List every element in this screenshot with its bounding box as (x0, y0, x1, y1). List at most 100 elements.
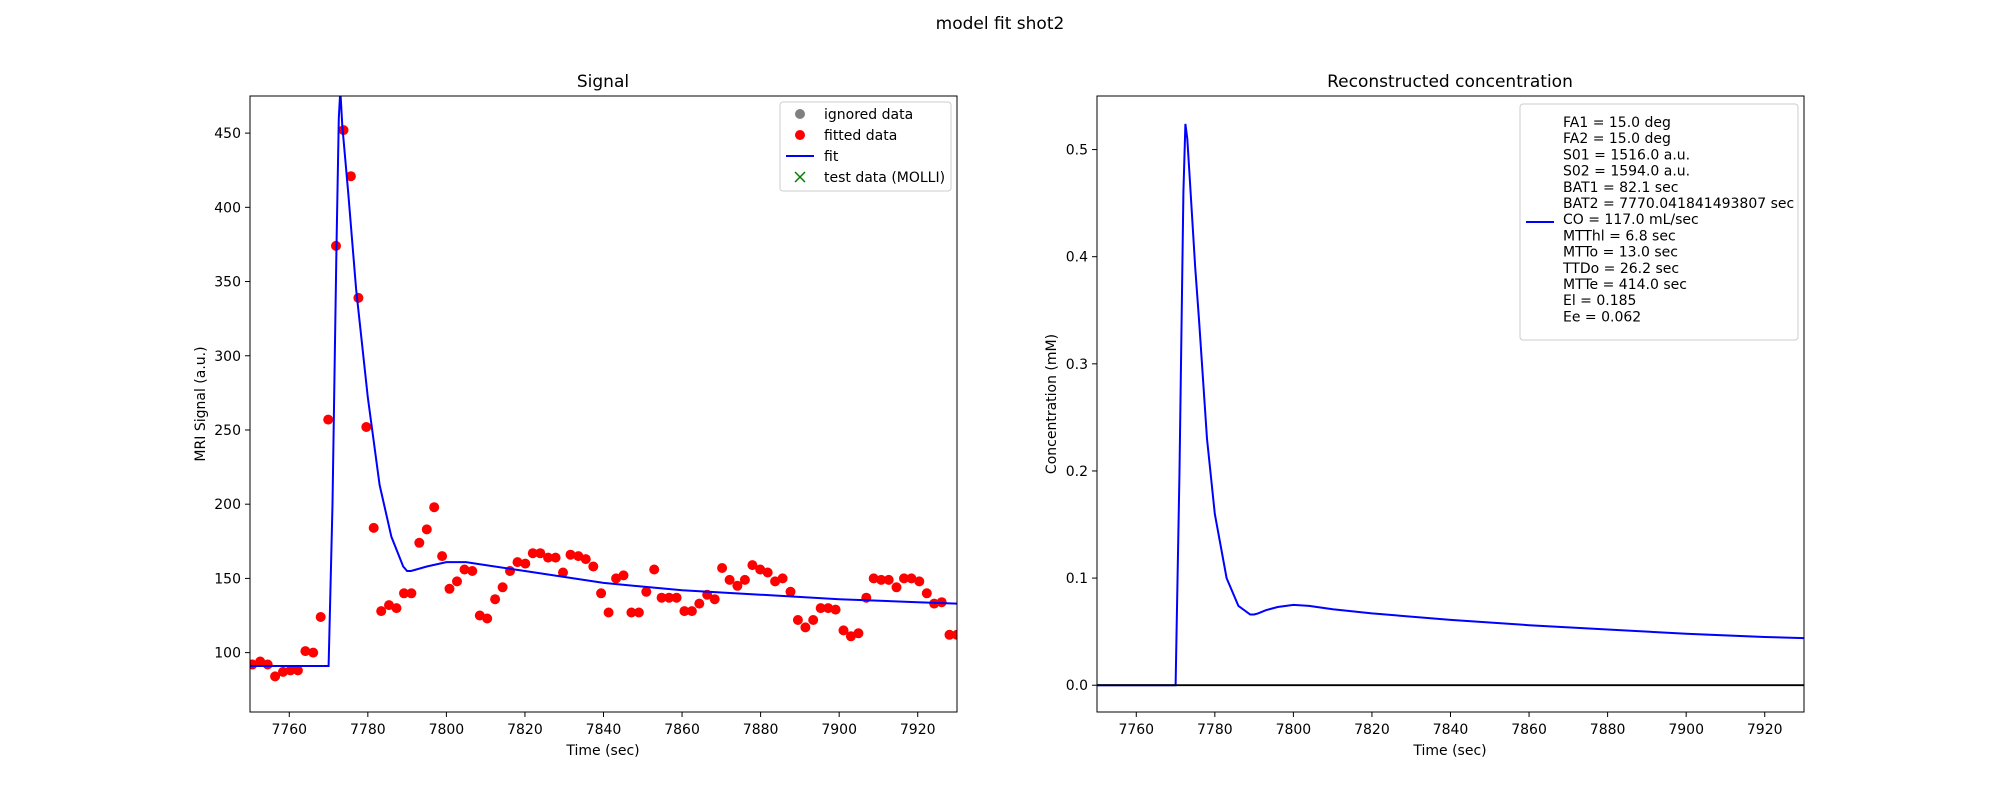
x-tick-label: 7760 (1118, 722, 1154, 738)
data-point (429, 502, 440, 513)
data-point (588, 561, 599, 572)
data-point (921, 588, 932, 599)
y-tick-label: 0.2 (1066, 464, 1088, 480)
data-point (596, 588, 607, 599)
concentration-legend-box (1519, 103, 1799, 341)
legend-parameter-line: CO = 117.0 mL/sec (1563, 212, 1699, 228)
signal-legend-box (779, 101, 952, 192)
data-point (361, 422, 372, 432)
data-point (444, 583, 455, 594)
legend-marker (795, 109, 805, 119)
data-point (467, 566, 478, 576)
legend-parameter-line: S02 = 1594.0 a.u. (1563, 164, 1690, 180)
data-point (315, 612, 326, 622)
data-point (830, 604, 841, 615)
figure-suptitle: model fit shot2 (936, 14, 1065, 34)
concentration-axes: Reconstructed concentration 0.0 0.1 0.2 0.3… (1044, 72, 1805, 759)
data-point (944, 629, 955, 640)
data-point (755, 564, 766, 575)
signal-y-label: MRI Signal (a.u.) (193, 346, 209, 461)
legend-label: ignored data (824, 107, 913, 123)
concentration-x-label: Time (sec) (1412, 743, 1486, 759)
legend-parameter-line: El = 0.185 (1563, 293, 1636, 309)
data-point (906, 573, 917, 584)
fit-line (250, 96, 957, 667)
x-tick-label: 7860 (664, 722, 700, 738)
data-point (482, 613, 493, 624)
data-point (853, 628, 864, 639)
data-point (300, 646, 311, 657)
data-point (391, 603, 402, 614)
x-tick-label: 7860 (1511, 722, 1547, 738)
data-point (421, 524, 432, 535)
x-tick-label: 7880 (1590, 722, 1626, 738)
data-point (414, 537, 425, 548)
concentration-axes-frame (1096, 95, 1805, 713)
data-point (664, 592, 675, 603)
data-point (777, 573, 788, 584)
signal-title: Signal (577, 72, 629, 92)
data-point (550, 552, 561, 563)
x-tick-label: 7900 (1668, 722, 1704, 738)
data-point (815, 603, 826, 614)
data-point (399, 588, 409, 599)
data-point (762, 567, 773, 578)
y-tick-label: 300 (214, 349, 241, 365)
data-point (785, 586, 796, 597)
data-point (679, 606, 690, 617)
data-point (694, 598, 705, 609)
data-point (520, 558, 531, 569)
data-point (497, 582, 508, 593)
y-tick-label: 0.1 (1066, 571, 1088, 587)
data-point (308, 647, 319, 658)
data-point (952, 629, 957, 640)
legend-label: test data (MOLLI) (824, 170, 945, 186)
y-tick-label: 100 (214, 646, 241, 662)
legend-marker (794, 171, 806, 183)
concentration-y-ticks: 0.0 0.1 0.2 0.3 0.4 0.5 (1066, 143, 1097, 694)
data-point (649, 564, 660, 575)
legend-label: fitted data (824, 128, 897, 144)
signal-plot-area (250, 96, 957, 682)
x-tick-label: 7840 (586, 722, 622, 738)
data-point (543, 552, 554, 563)
data-point (671, 592, 682, 603)
data-point (406, 588, 417, 599)
x-tick-label: 7880 (743, 722, 779, 738)
y-tick-label: 400 (214, 200, 241, 216)
y-tick-label: 0.5 (1066, 143, 1088, 159)
data-point (747, 560, 758, 571)
data-point (292, 665, 303, 676)
data-point (876, 574, 887, 585)
signal-y-ticks: 100 150 200 250 300 350 400 450 (214, 126, 250, 662)
x-tick-label: 7840 (1433, 722, 1469, 738)
data-point (891, 582, 902, 593)
data-point (838, 625, 849, 636)
data-point (792, 615, 803, 625)
y-tick-label: 350 (214, 275, 241, 291)
y-tick-label: 450 (214, 126, 241, 142)
data-point (490, 594, 501, 605)
x-tick-label: 7800 (429, 722, 465, 738)
data-point (709, 594, 720, 605)
data-point (437, 551, 448, 562)
y-tick-label: 150 (214, 571, 241, 587)
data-point (800, 622, 811, 633)
concentration-x-ticks: 7760 7780 7800 7820 7840 7860 7880 7900 7920 (1118, 712, 1783, 738)
data-point (527, 548, 538, 559)
x-tick-label: 7920 (900, 722, 936, 738)
data-point (278, 666, 288, 677)
data-point (262, 659, 273, 670)
data-point (565, 549, 576, 560)
x-tick-label: 7820 (507, 722, 543, 738)
data-point (899, 573, 909, 584)
x-tick-label: 7820 (1354, 722, 1390, 738)
legend-parameter-line: BAT1 = 82.1 sec (1563, 180, 1678, 196)
data-point (558, 567, 568, 578)
signal-x-ticks: 7760 7780 7800 7820 7840 7860 7880 7900 7920 (271, 712, 936, 738)
data-point (914, 576, 925, 587)
concentration-title: Reconstructed concentration (1327, 72, 1573, 92)
data-point (535, 548, 546, 559)
data-point (808, 615, 819, 625)
